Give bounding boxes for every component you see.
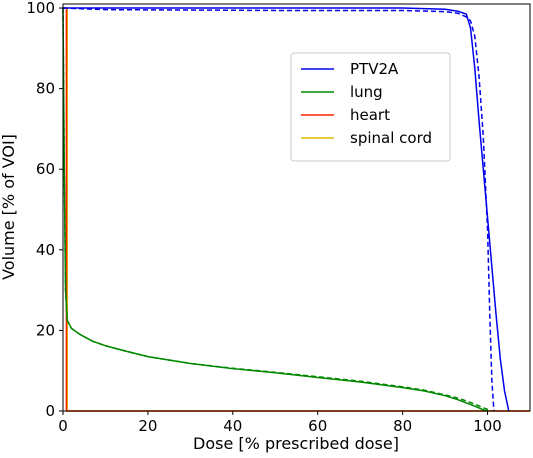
legend-label: spinal cord [350, 129, 432, 147]
axis-ticks: 0 20 40 60 80 100 0 20 40 60 80 100 [26, 0, 502, 435]
y-tick-label: 60 [36, 160, 55, 178]
y-axis-label: Volume [% of VOI] [0, 134, 18, 280]
series-line-ptv2a-dashed [62, 7, 495, 412]
plot-frame [62, 3, 531, 412]
legend-label: PTV2A [350, 60, 399, 78]
y-tick-label: 80 [36, 80, 55, 98]
legend: PTV2A lung heart spinal cord [290, 52, 451, 162]
x-tick-label: 80 [393, 417, 412, 435]
x-axis-label: Dose [% prescribed dose] [193, 434, 399, 453]
series-line-ptv2a [63, 7, 510, 412]
x-tick-label: 20 [138, 417, 157, 435]
legend-box [290, 52, 451, 162]
legend-label: heart [350, 106, 390, 124]
legend-label: lung [350, 83, 383, 101]
x-tick-label: 0 [58, 417, 68, 435]
y-tick-label: 0 [45, 402, 55, 420]
y-tick-label: 100 [26, 0, 55, 17]
x-tick-label: 40 [223, 417, 242, 435]
y-tick-label: 20 [36, 321, 55, 339]
y-tick-label: 40 [36, 241, 55, 259]
x-tick-label: 60 [308, 417, 327, 435]
x-tick-label: 100 [473, 417, 502, 435]
series-line-lung [62, 8, 488, 412]
